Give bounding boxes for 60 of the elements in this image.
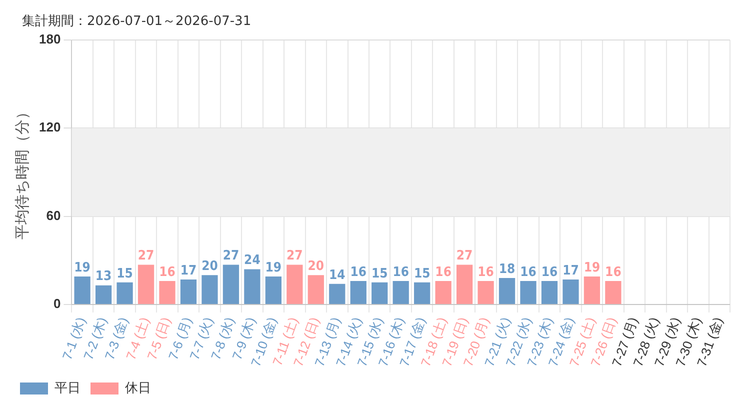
data-label: 16 [478, 264, 494, 280]
y-tick-label: 60 [46, 208, 61, 223]
bar [244, 269, 260, 304]
bar [329, 284, 346, 304]
data-label: 24 [244, 253, 260, 268]
data-label: 27 [222, 248, 240, 264]
bar [95, 285, 112, 304]
bar [74, 276, 90, 304]
data-label: 15 [414, 266, 430, 282]
bar [584, 276, 600, 304]
bar [562, 279, 579, 304]
data-label: 18 [498, 262, 516, 277]
legend-label: 平日 [54, 380, 80, 396]
data-label: 27 [456, 248, 473, 264]
data-label: 16 [392, 264, 409, 280]
data-label: 16 [159, 264, 176, 280]
data-label: 16 [435, 264, 452, 280]
data-label: 14 [328, 268, 346, 283]
bar [478, 280, 494, 304]
y-tick-label: 120 [38, 120, 61, 135]
bar [541, 280, 558, 304]
bar [605, 280, 622, 304]
data-label: 17 [180, 263, 197, 278]
y-axis-title: 平均待ち時間（分） [14, 104, 32, 240]
bar [456, 264, 473, 304]
bar [286, 264, 303, 304]
bar [435, 280, 452, 304]
bar [414, 282, 430, 304]
data-label: 16 [350, 264, 367, 280]
bar [308, 275, 324, 304]
data-label: 19 [265, 260, 282, 276]
data-label: 20 [202, 258, 218, 274]
data-label: 27 [138, 248, 154, 264]
bar [372, 282, 388, 304]
bar [350, 280, 366, 304]
data-label: 15 [371, 266, 388, 282]
bar [138, 264, 154, 304]
bar [159, 280, 176, 304]
data-label: 17 [562, 263, 579, 278]
data-label: 15 [116, 266, 133, 282]
data-label: 20 [308, 258, 324, 274]
chart-title: 集計期間：2026-07-01～2026-07-31 [22, 13, 252, 30]
bar [265, 276, 282, 304]
data-label: 27 [286, 248, 303, 264]
bar [202, 275, 218, 304]
bar [498, 278, 516, 304]
data-label: 13 [95, 269, 112, 284]
y-tick-label: 0 [53, 296, 61, 312]
data-label: 19 [584, 260, 600, 276]
bar [116, 282, 133, 304]
legend-label: 休日 [125, 380, 151, 396]
bar [222, 264, 240, 304]
y-tick-label: 180 [38, 32, 61, 47]
bar [392, 280, 409, 304]
bar [180, 279, 197, 304]
data-label: 19 [74, 260, 90, 276]
data-label: 16 [541, 264, 558, 280]
bar [520, 280, 536, 304]
data-label: 16 [605, 264, 622, 280]
data-label: 16 [520, 264, 536, 280]
